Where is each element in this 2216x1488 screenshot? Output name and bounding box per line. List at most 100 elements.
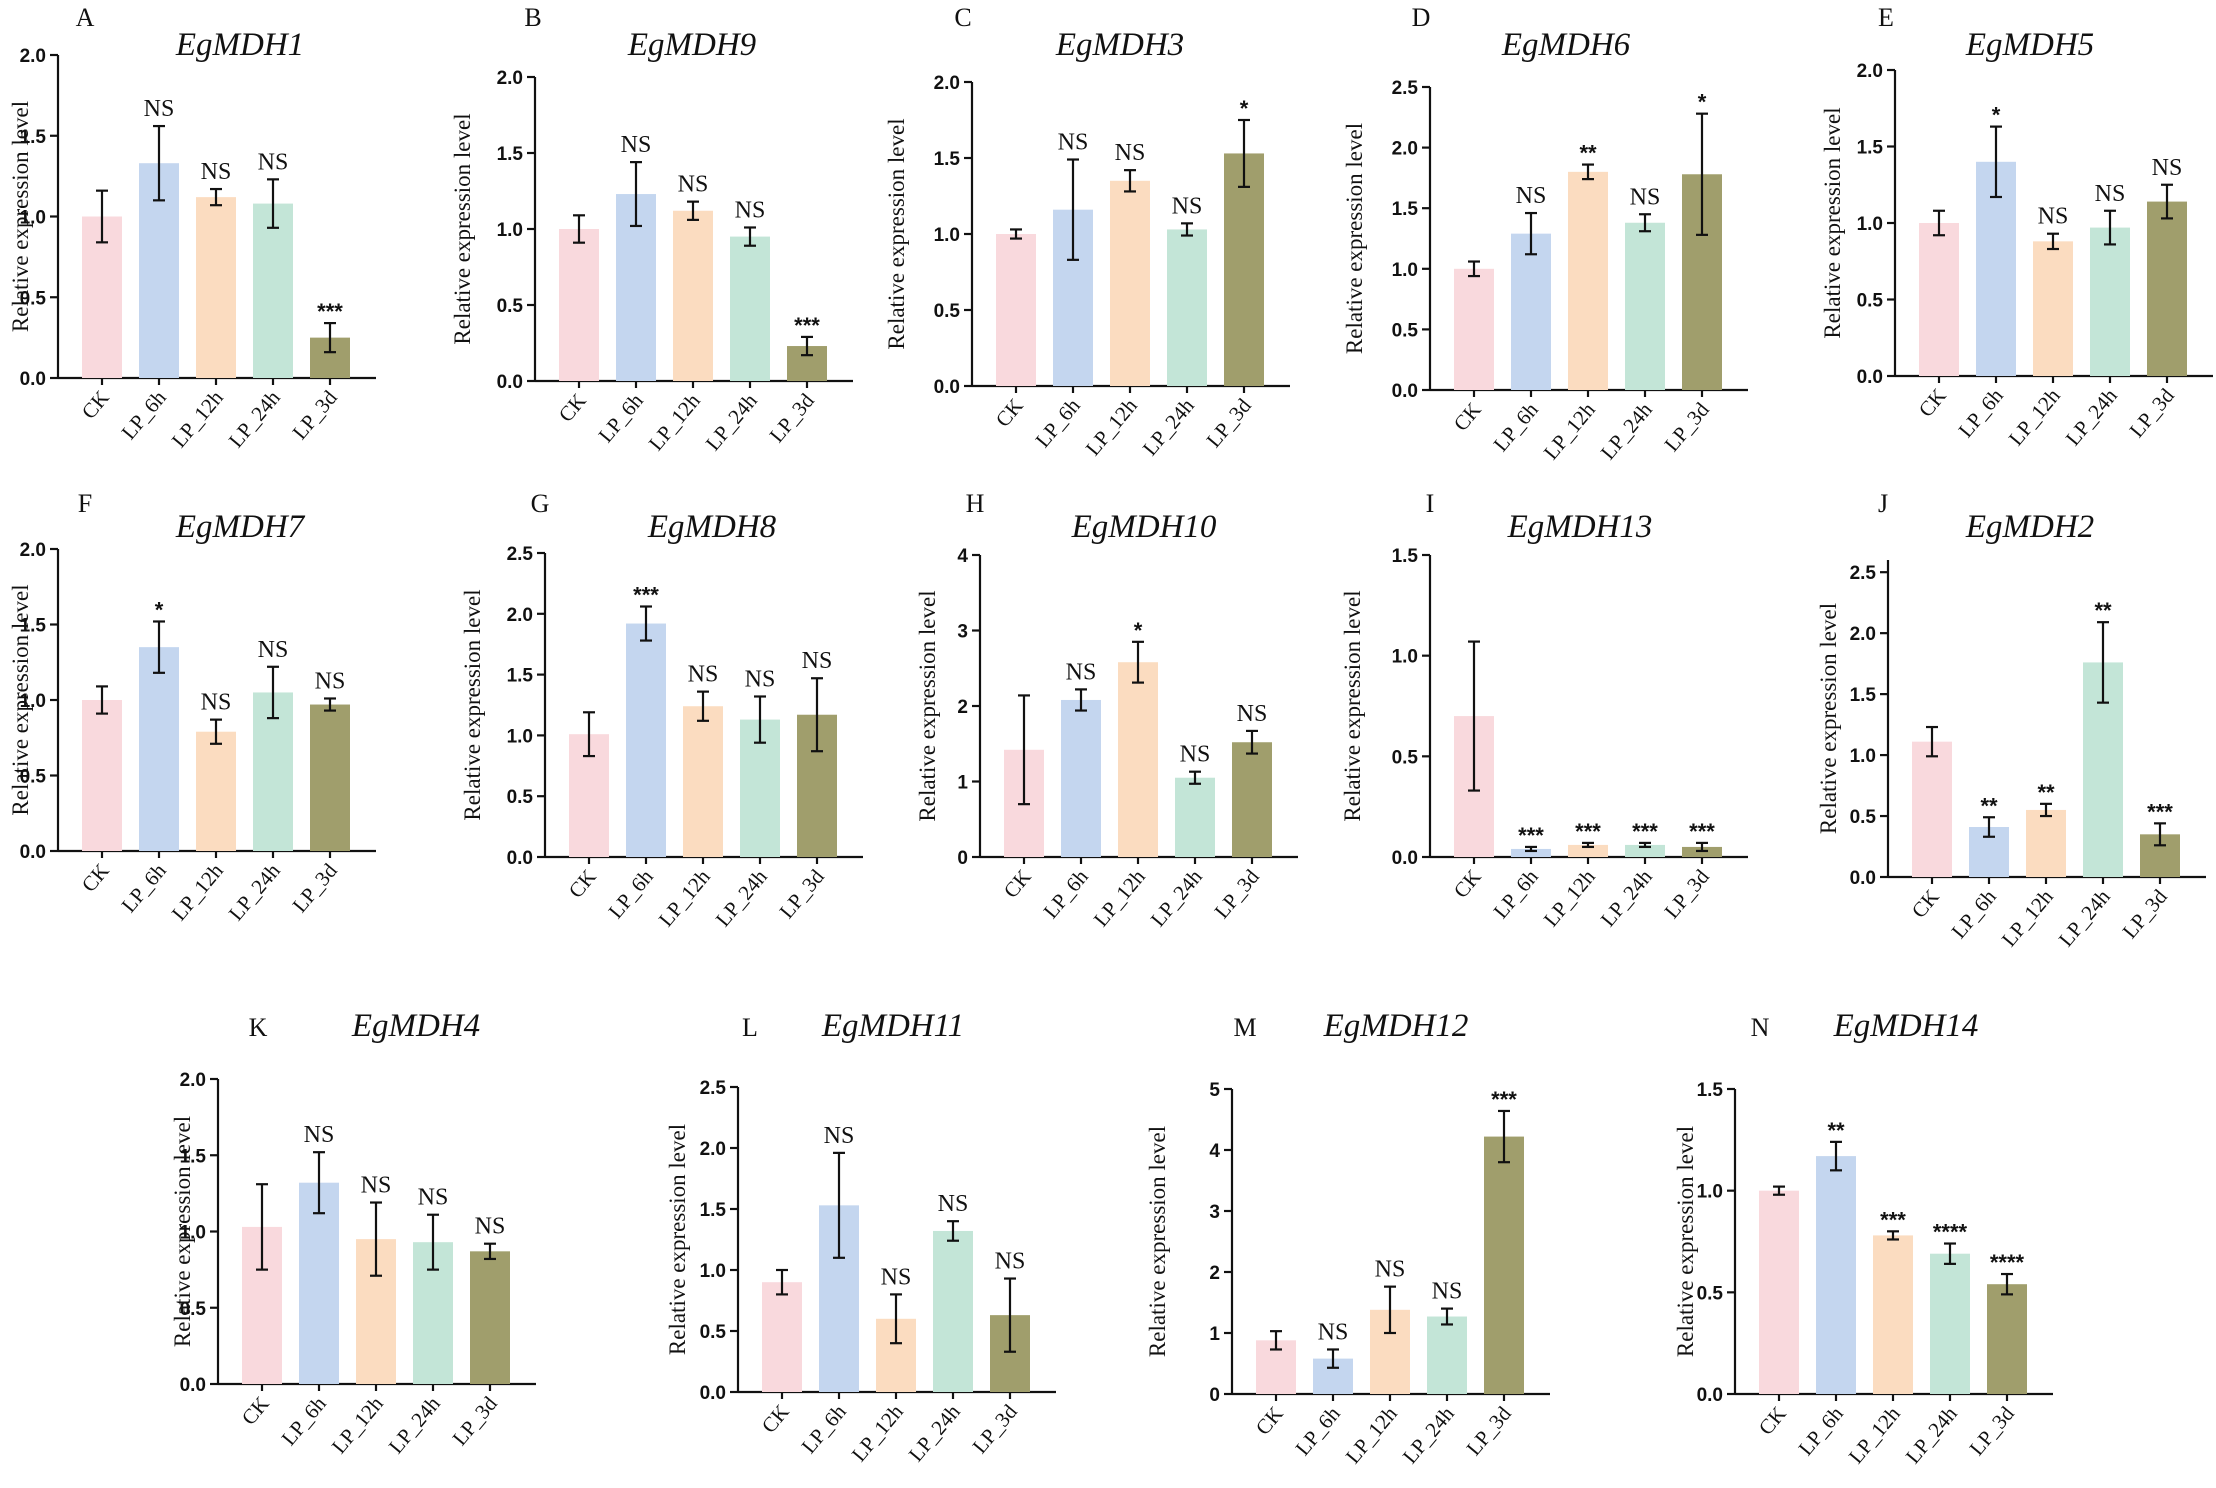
x-tick-label: LP_6h (796, 1399, 851, 1458)
chart-title: EgMDH6 (1501, 27, 1631, 63)
bar-lp-12h (196, 731, 236, 851)
significance-label: *** (1518, 823, 1544, 848)
x-tick-label: LP_12h (1089, 864, 1150, 931)
x-tick-label: CK (999, 865, 1036, 903)
y-tick-label: 0 (1209, 1385, 1220, 1406)
x-tick-label: LP_3d (447, 1391, 502, 1450)
significance-label: ** (1980, 793, 1998, 818)
y-tick-label: 0.0 (507, 848, 533, 869)
y-tick-label: 1.0 (700, 1261, 726, 1282)
x-tick-label: LP_6h (1946, 884, 2001, 943)
panel-letter: I (1426, 489, 1435, 518)
y-tick-label: 1.5 (1697, 1080, 1724, 1101)
chart-panel-e: E EgMDH5 Relative expression level 0.0 0.5 1.… (1820, 3, 2213, 450)
bar-ck (1454, 268, 1494, 390)
y-tick-label: 1.0 (507, 726, 533, 747)
x-tick-label: CK (237, 1392, 274, 1430)
x-tick-label: LP_6h (1030, 393, 1085, 452)
x-tick-label: LP_3d (287, 385, 342, 444)
significance-label: NS (678, 172, 709, 198)
x-tick-label: LP_6h (116, 858, 171, 917)
bar-lp-24h (1167, 229, 1207, 386)
bar-lp-6h (1511, 233, 1551, 390)
y-tick-label: 2.0 (20, 540, 46, 561)
significance-label: NS (1318, 1319, 1349, 1345)
x-tick-label: LP_12h (654, 864, 715, 931)
chart-panel-a: A EgMDH1 Relative expression level 0.0 0.5 1.… (8, 3, 376, 452)
y-tick-label: 2.5 (1850, 563, 1877, 584)
x-tick-label: LP_24h (1138, 393, 1199, 460)
y-tick-label: 1.0 (1697, 1182, 1723, 1203)
y-axis-label: Relative expression level (8, 101, 33, 332)
y-axis-label: Relative expression level (665, 1124, 690, 1355)
y-tick-label: 1.5 (1850, 685, 1877, 706)
chart-title: EgMDH5 (1965, 27, 2094, 63)
x-tick-label: LP_12h (327, 1391, 388, 1458)
chart-title: EgMDH12 (1323, 1008, 1469, 1044)
chart-title: EgMDH13 (1507, 509, 1653, 545)
significance-label: NS (735, 197, 766, 223)
x-tick-label: CK (1449, 398, 1486, 436)
x-tick-label: LP_3d (1659, 864, 1714, 923)
y-tick-label: 0.0 (1850, 868, 1876, 889)
bar-lp-12h (1568, 844, 1608, 857)
x-tick-label: LP_6h (1290, 1401, 1345, 1460)
y-tick-label: 1.0 (1857, 214, 1883, 235)
x-tick-label: LP_12h (847, 1399, 908, 1466)
y-tick-label: 2.0 (1857, 61, 1883, 82)
x-tick-label: LP_24h (1146, 864, 1207, 931)
x-tick-label: LP_6h (1488, 864, 1543, 923)
significance-label: NS (475, 1214, 506, 1240)
y-tick-label: 2.0 (507, 605, 533, 626)
chart-panel-k: K EgMDH4 Relative expression level 0.0 0.5 1.… (170, 1008, 536, 1458)
x-tick-label: LP_12h (1997, 884, 2058, 951)
x-tick-label: LP_24h (1398, 1401, 1459, 1468)
bar-lp-3d (310, 704, 350, 851)
bar-lp-24h (1175, 777, 1215, 857)
y-tick-label: 1.5 (1392, 546, 1419, 567)
y-axis-label: Relative expression level (8, 584, 33, 815)
significance-label: NS (258, 149, 289, 175)
y-tick-label: 1.5 (20, 616, 47, 637)
bar-lp-24h (1625, 844, 1665, 857)
significance-label: *** (1689, 819, 1715, 844)
bar-lp-12h (196, 197, 236, 378)
y-axis-label: Relative expression level (450, 113, 475, 344)
x-tick-label: LP_12h (1539, 397, 1600, 464)
significance-label: * (1134, 618, 1143, 643)
significance-label: NS (1516, 183, 1547, 209)
y-axis-label: Relative expression level (1342, 123, 1367, 354)
y-tick-label: 1.5 (20, 127, 47, 148)
significance-label: NS (1180, 742, 1211, 768)
bar-ck (762, 1282, 802, 1392)
significance-label: NS (418, 1185, 449, 1211)
y-tick-label: 1.0 (180, 1223, 206, 1244)
y-tick-label: 1.5 (497, 144, 524, 165)
y-tick-label: 3 (1209, 1202, 1220, 1223)
chart-panel-d: D EgMDH6 Relative expression level 0.0 0.5 1.… (1342, 3, 1748, 464)
y-tick-label: 0.0 (700, 1383, 726, 1404)
x-tick-label: LP_3d (1964, 1401, 2019, 1460)
bar-ck (996, 234, 1036, 386)
bar-lp-6h (626, 623, 666, 857)
y-tick-label: 1.0 (497, 220, 523, 241)
x-tick-label: LP_3d (774, 864, 829, 923)
y-tick-label: 1 (957, 773, 968, 794)
x-tick-label: LP_3d (764, 388, 819, 447)
significance-label: *** (633, 583, 659, 608)
x-tick-label: LP_24h (904, 1399, 965, 1466)
significance-label: NS (802, 648, 833, 674)
y-tick-label: 0.5 (700, 1322, 727, 1343)
bar-lp-12h (2033, 241, 2073, 376)
y-tick-label: 0.5 (507, 787, 534, 808)
significance-label: NS (2095, 181, 2126, 207)
x-tick-label: LP_6h (603, 864, 658, 923)
significance-label: NS (201, 159, 232, 185)
significance-label: ** (1827, 1118, 1845, 1143)
x-tick-label: CK (757, 1400, 794, 1438)
chart-title: EgMDH10 (1071, 509, 1217, 545)
x-tick-label: LP_3d (2117, 884, 2172, 943)
significance-label: NS (315, 668, 346, 694)
panel-letter: D (1412, 3, 1431, 32)
chart-panel-g: G EgMDH8 Relative expression level 0.0 0.5 1.… (460, 489, 863, 931)
